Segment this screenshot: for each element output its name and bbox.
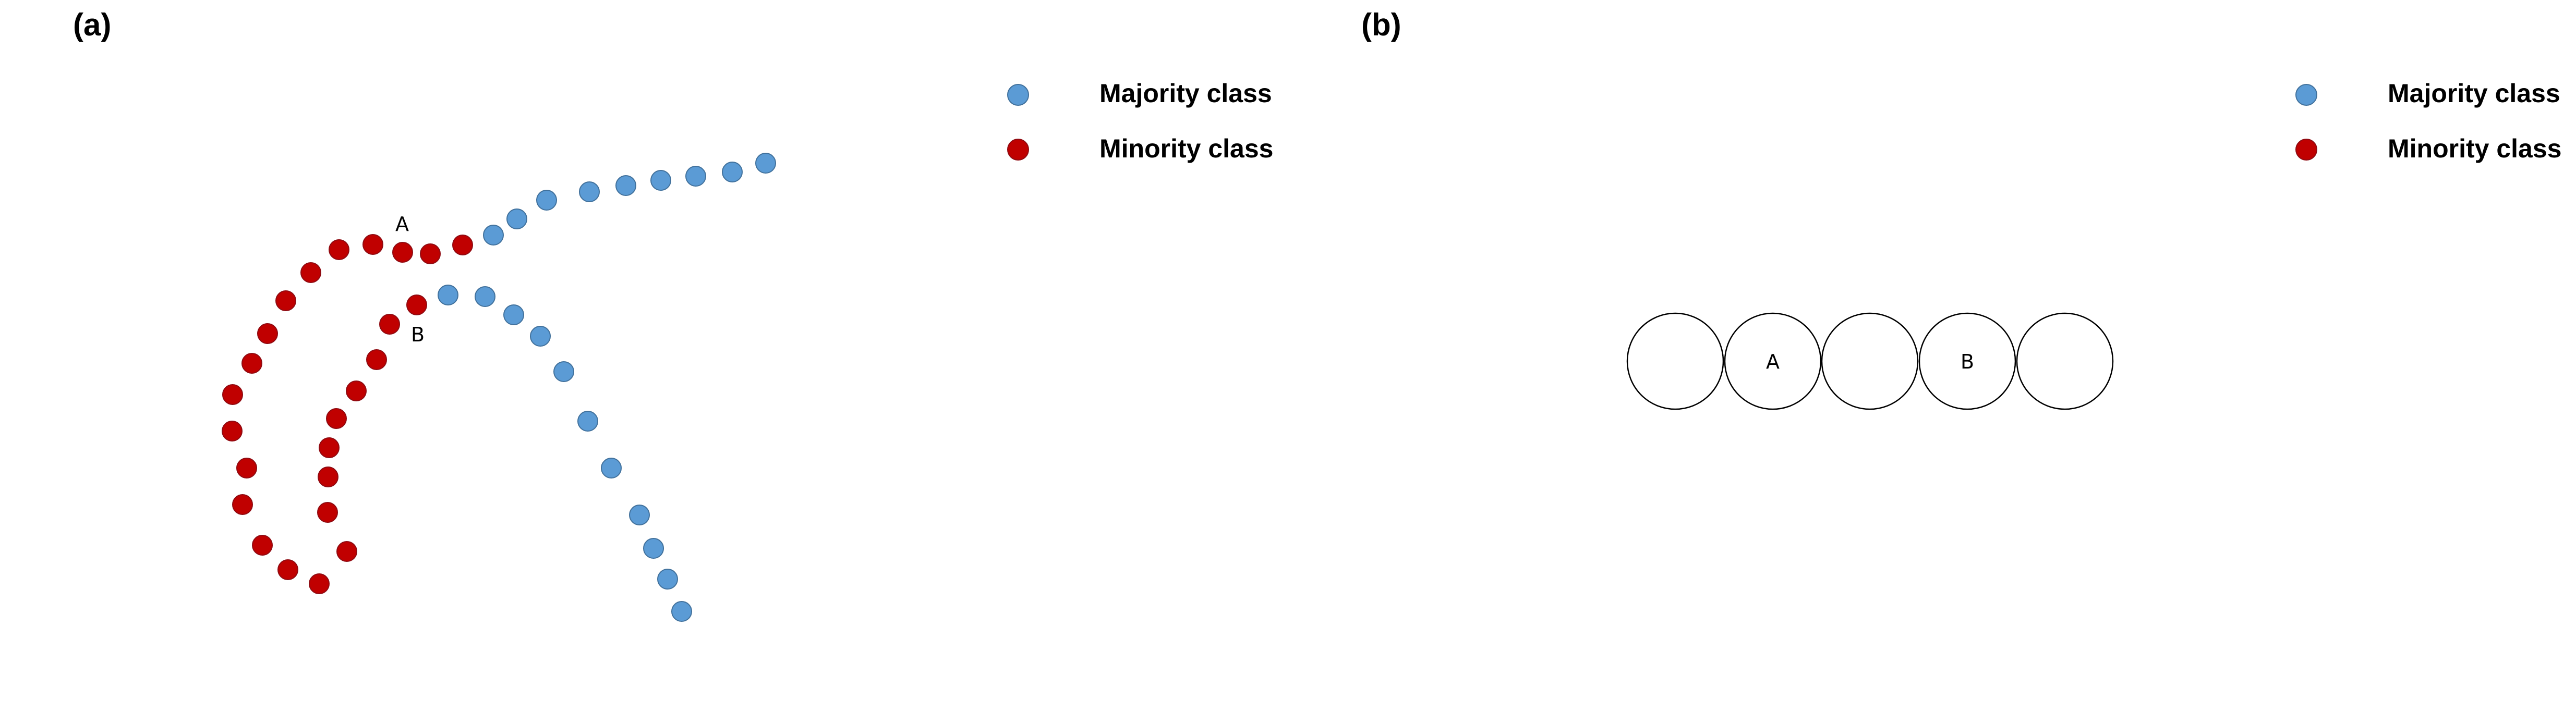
minority-point [252, 535, 273, 556]
majority-point [601, 458, 622, 478]
minority-point [326, 408, 347, 429]
legend-minority-marker [2295, 139, 2317, 161]
cell-circle [1821, 312, 1919, 410]
majority-point [577, 411, 598, 432]
minority-point [319, 437, 340, 458]
cell-row: A B [1626, 312, 2114, 410]
cell-circle [2016, 312, 2114, 410]
minority-point [300, 262, 321, 283]
minority-point [392, 242, 413, 263]
majority-point [629, 505, 650, 525]
cell-label-a: A [1766, 350, 1780, 373]
legend-minority-marker [1007, 139, 1029, 161]
minority-point [232, 494, 253, 515]
majority-point [483, 225, 504, 246]
cell-circle [1626, 312, 1724, 410]
minority-points [222, 234, 473, 594]
minority-point [222, 384, 243, 405]
majority-point [671, 601, 692, 622]
panel-a-label: (a) [73, 7, 111, 42]
majority-point [530, 326, 551, 347]
legend-majority-label: Majority class [2388, 79, 2560, 108]
panel-a: (a) Majority class Minority class A B [73, 7, 1273, 622]
minority-point [275, 290, 296, 311]
majority-point [579, 181, 600, 202]
majority-point [685, 166, 706, 187]
minority-point [318, 467, 338, 487]
majority-point [438, 285, 458, 305]
minority-point [346, 381, 367, 401]
minority-point [309, 573, 330, 594]
panel-b-label: (b) [1361, 7, 1401, 42]
minority-point [406, 294, 427, 315]
majority-point [506, 208, 527, 229]
minority-point [241, 353, 262, 374]
minority-point [329, 239, 349, 260]
minority-point [336, 541, 357, 562]
minority-point [257, 323, 278, 344]
minority-point [222, 421, 243, 441]
panel-a-legend: Majority class Minority class [1007, 79, 1273, 163]
majority-point [650, 170, 671, 191]
majority-points [438, 153, 776, 622]
cell-circle-a [1724, 312, 1822, 410]
point-label-a: A [395, 213, 409, 236]
majority-point [722, 162, 743, 182]
minority-point [277, 559, 298, 580]
panel-b-legend: Majority class Minority class [2295, 79, 2561, 163]
point-label-b: B [411, 323, 425, 346]
minority-point [420, 243, 441, 264]
minority-point [317, 502, 338, 523]
majority-point [553, 361, 574, 382]
majority-point [536, 190, 557, 211]
panel-b: (b) Majority class Minority class A B [1361, 7, 2561, 410]
cell-label-b: B [1961, 350, 1974, 373]
cell-circle-b [1918, 312, 2016, 410]
majority-point [643, 538, 664, 559]
minority-point [379, 314, 400, 335]
majority-point [657, 569, 678, 590]
legend-minority-label: Minority class [2388, 134, 2561, 163]
minority-point [236, 458, 257, 478]
minority-point [362, 234, 383, 255]
majority-point [503, 304, 524, 325]
legend-minority-label: Minority class [1099, 134, 1273, 163]
legend-majority-label: Majority class [1099, 79, 1272, 108]
majority-point [475, 286, 495, 307]
minority-point [452, 235, 473, 255]
legend-majority-marker [2295, 84, 2317, 106]
legend-majority-marker [1007, 84, 1029, 106]
minority-point [366, 349, 387, 370]
majority-point [615, 175, 636, 196]
majority-point [755, 153, 776, 174]
